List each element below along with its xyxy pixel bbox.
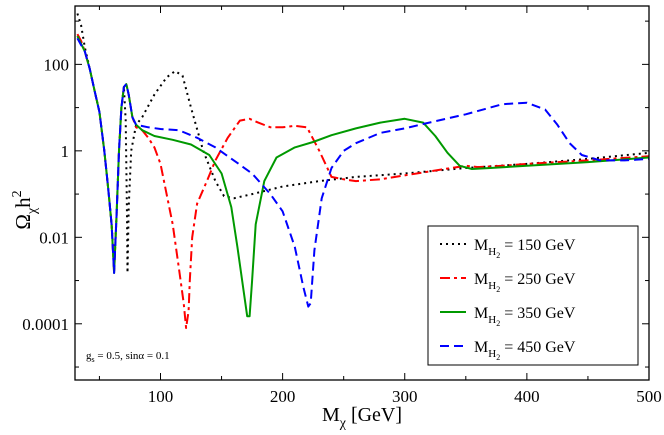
x-axis-title-main: M [322,404,340,426]
x-axis-title: Mχ [GeV] [322,404,402,431]
x-tick-label: 500 [636,387,662,406]
legend-label-1: MH2 = 150 GeV [474,237,576,260]
x-tick-label: 200 [270,387,296,406]
y-axis-title-tail: h [11,197,35,208]
y-axis-title-main: Ω [11,214,35,230]
legend-box [427,225,639,366]
y-axis-title-sup: 2 [10,190,25,197]
x-axis-title-unit: [GeV] [346,404,402,426]
x-axis-title-sub: χ [339,416,347,431]
parameter-annotation: gs = 0.5, sinα = 0.1 [86,350,170,364]
y-tick-label: 100 [44,55,70,74]
annotation-g: g [86,350,92,362]
series-line-4 [76,37,649,308]
legend: MH2 = 150 GeV MH2 = 250 GeV MH2 = 350 GeV M… [427,225,639,366]
y-axis-title-sub: χ [25,207,40,215]
y-tick-label: 0.01 [39,228,69,247]
y-tick-label: 1 [61,142,70,161]
y-tick-label: 0.0001 [22,315,69,334]
x-tick-label: 300 [392,387,418,406]
legend-label-4: MH2 = 450 GeV [474,339,576,362]
series-layer [76,13,649,329]
x-tick-label: 100 [148,387,174,406]
annotation-g-sub: s [92,355,95,364]
annotation-text: = 0.5, sinα = 0.1 [95,350,170,362]
y-axis-title: Ωχh2 [10,190,40,229]
plot-frame [74,5,650,381]
legend-label-3: MH2 = 350 GeV [474,305,576,328]
x-tick-label: 400 [514,387,540,406]
ticks-layer: 100 200 300 400 500 0.0001 0.01 1 100 [22,6,662,406]
legend-entries: MH2 = 150 GeV MH2 = 250 GeV MH2 = 350 GeV M… [440,237,576,362]
legend-label-2: MH2 = 250 GeV [474,271,576,294]
